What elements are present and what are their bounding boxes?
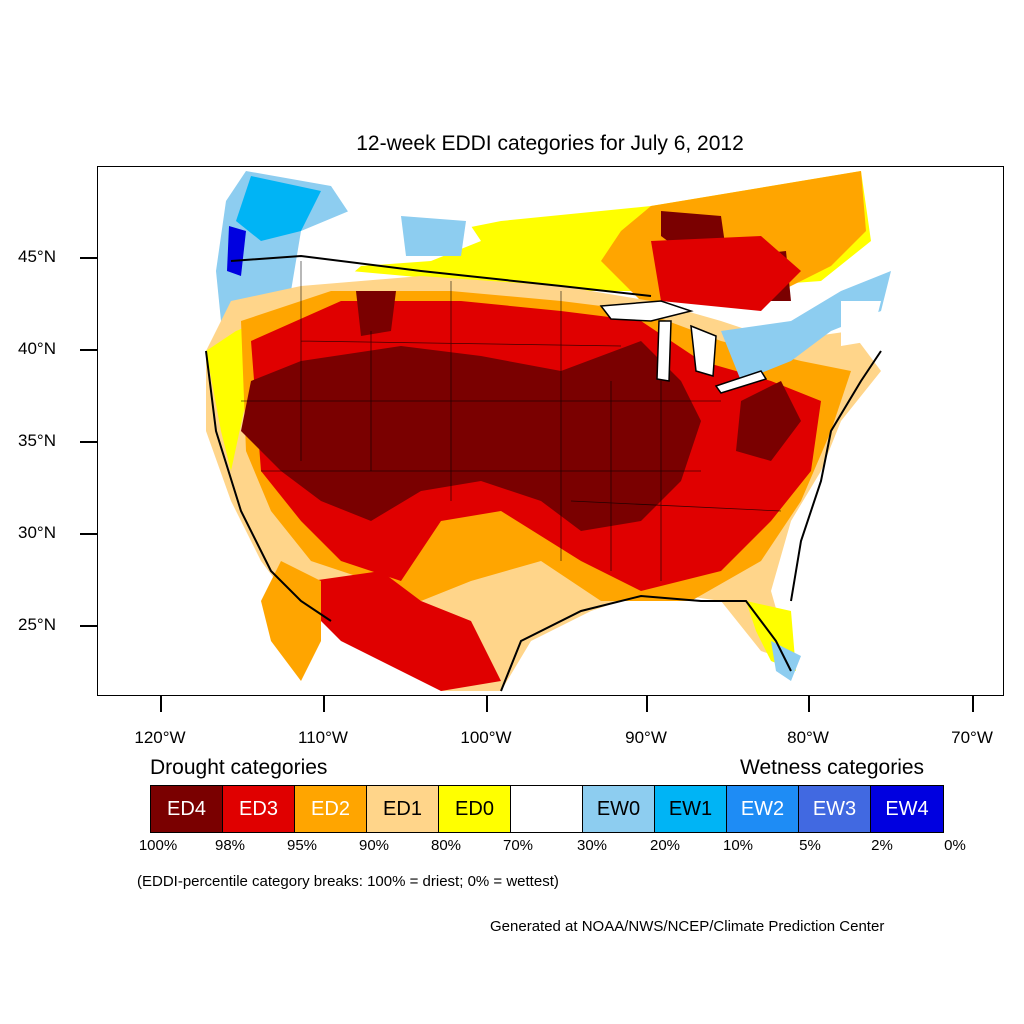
lon-tick (160, 696, 162, 712)
lon-tick (486, 696, 488, 712)
pct-break: 100% (138, 837, 178, 854)
pct-break: 90% (358, 837, 390, 854)
nw-blue-patch (401, 216, 466, 256)
pct-break: 2% (871, 837, 893, 854)
lake-superior (599, 300, 694, 322)
category-breaks-note: (EDDI-percentile category breaks: 100% =… (137, 873, 559, 890)
lon-label-100: 100°W (460, 728, 512, 747)
pct-break: 95% (286, 837, 318, 854)
lat-label-35: 35°N (18, 431, 56, 450)
legend-cell-ew0: EW0 (583, 786, 655, 832)
legend-cell-ed0: ED0 (439, 786, 511, 832)
lon-tick (646, 696, 648, 712)
lon-label-80: 80°W (787, 728, 829, 747)
pct-break: 20% (649, 837, 681, 854)
lat-tick (80, 533, 97, 535)
mexico-ed2 (261, 561, 321, 681)
map-title: 12-week EDDI categories for July 6, 2012 (356, 132, 744, 155)
map-panel (97, 166, 1004, 696)
lat-tick (80, 441, 97, 443)
legend-cell-neutral (511, 786, 583, 832)
legend-cell-ew1: EW1 (655, 786, 727, 832)
lat-label-45: 45°N (18, 247, 56, 266)
lon-label-70: 70°W (951, 728, 993, 747)
canada-red-patch (651, 236, 801, 311)
drought-categories-heading: Drought categories (150, 756, 328, 779)
lat-tick (80, 349, 97, 351)
legend-cell-ew2: EW2 (727, 786, 799, 832)
pnw-wet-ew4 (227, 226, 246, 276)
ohio-ed4 (736, 381, 801, 461)
lat-tick (80, 625, 97, 627)
idaho-ed4 (356, 291, 396, 336)
eddi-map (205, 171, 891, 692)
legend-color-bar: ED4 ED3 ED2 ED1 ED0 EW0 EW1 EW2 EW3 EW4 (150, 785, 944, 833)
lake-michigan (656, 320, 672, 382)
lat-label-40: 40°N (18, 339, 56, 358)
pct-break: 98% (214, 837, 246, 854)
legend-cell-ed2: ED2 (295, 786, 367, 832)
lat-label-25: 25°N (18, 615, 56, 634)
legend-cell-ew3: EW3 (799, 786, 871, 832)
lon-label-120: 120°W (134, 728, 186, 747)
lon-tick (323, 696, 325, 712)
pct-break: 80% (430, 837, 462, 854)
pnw-wet-ew1 (236, 176, 321, 241)
mexico-ed3 (311, 571, 501, 691)
lat-label-30: 30°N (18, 523, 56, 542)
pct-break: 70% (502, 837, 534, 854)
wetness-categories-heading: Wetness categories (740, 756, 925, 779)
great-lakes-wet (721, 271, 891, 381)
lon-label-90: 90°W (625, 728, 667, 747)
pct-break: 0% (944, 837, 966, 854)
us-border-outline (205, 254, 882, 692)
lake-erie (714, 370, 768, 394)
legend-cell-ew4: EW4 (871, 786, 943, 832)
ne-white (841, 301, 881, 346)
lon-label-110: 110°W (298, 728, 348, 747)
legend-cell-ed1: ED1 (367, 786, 439, 832)
us-ed4-core (241, 341, 701, 531)
legend-cell-ed4: ED4 (151, 786, 223, 832)
lon-tick (972, 696, 974, 712)
lake-huron (690, 324, 717, 377)
pct-break: 5% (799, 837, 821, 854)
state-lines (241, 261, 782, 581)
pct-break: 30% (576, 837, 608, 854)
legend-cell-ed3: ED3 (223, 786, 295, 832)
lon-tick (808, 696, 810, 712)
lat-tick (80, 257, 97, 259)
pct-break: 10% (722, 837, 754, 854)
credit-line: Generated at NOAA/NWS/NCEP/Climate Predi… (490, 918, 885, 935)
